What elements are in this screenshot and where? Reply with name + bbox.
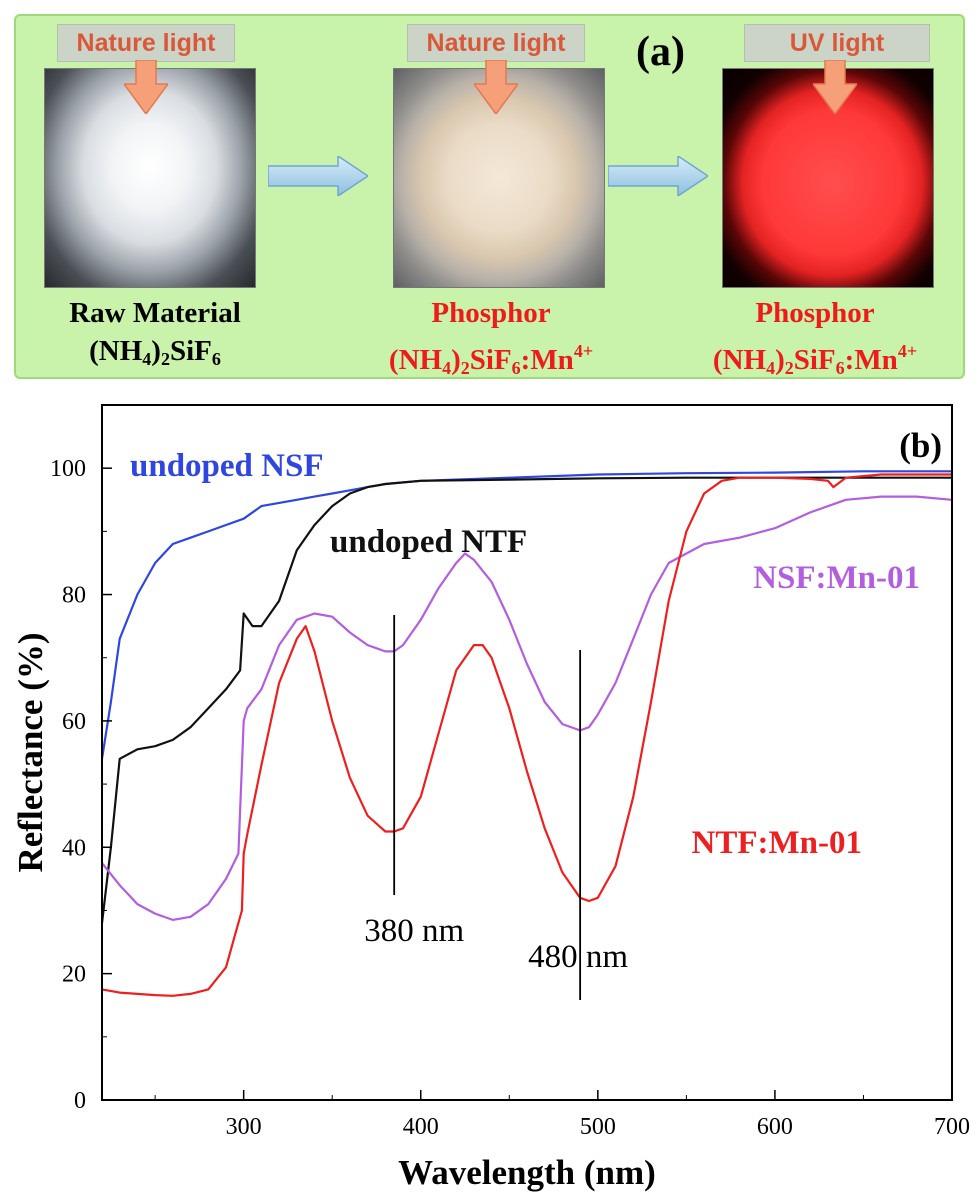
- formula: (NH4)2SiF6:Mn4+: [712, 341, 918, 378]
- series-label-0: undoped NSF: [130, 448, 324, 484]
- reflectance-chart: 300 400 500 600 700 0 20 40 60 80 100 undoped NSF un…: [11, 404, 970, 1192]
- annotation-label: 480 nm: [528, 939, 628, 975]
- x-axis-title: Wavelength (nm): [398, 1153, 656, 1192]
- panel-b-label: (b): [899, 426, 942, 465]
- caption-phosphor-uv: Phosphor (NH4)2SiF6:Mn4+: [680, 294, 950, 387]
- series-line-2: [101, 495, 953, 921]
- down-arrow-icon: [124, 60, 168, 114]
- x-tick-label: 400: [403, 1114, 439, 1140]
- formula: (NH4)2SiF6:Mn4+: [388, 341, 594, 378]
- series-line-3: [101, 473, 952, 997]
- plot-frame: [101, 404, 953, 1101]
- y-axis-title: Reflectance (%): [11, 632, 50, 872]
- caption-line: Raw Material: [69, 297, 241, 329]
- down-arrow-icon: [813, 60, 857, 114]
- series-line-0: [100, 470, 952, 759]
- right-arrow-icon: [268, 156, 368, 196]
- x-tick-label: 700: [934, 1114, 970, 1140]
- annotation-label: 380 nm: [364, 913, 464, 949]
- y-tick-label: 80: [62, 583, 86, 609]
- light-label-phosphor: Nature light: [407, 24, 585, 62]
- series-line-1: [100, 476, 952, 924]
- light-label-uv: UV light: [744, 24, 930, 62]
- series-label-1: undoped NTF: [330, 524, 527, 560]
- panel-a-process-illustration: Nature light Nature light UV light (a) R…: [14, 14, 965, 379]
- y-tick-label: 20: [62, 962, 86, 988]
- caption-line: Phosphor: [755, 297, 875, 329]
- down-arrow-icon: [474, 60, 518, 114]
- y-tick-label: 100: [50, 456, 86, 482]
- right-arrow-icon: [608, 156, 708, 196]
- x-tick-label: 300: [226, 1114, 262, 1140]
- y-tick-label: 40: [62, 835, 86, 861]
- series-label-3: NTF:Mn-01: [692, 825, 862, 861]
- y-tick-label: 0: [74, 1088, 86, 1114]
- caption-phosphor: Phosphor (NH4)2SiF6:Mn4+: [356, 294, 626, 387]
- caption-line: Phosphor: [431, 297, 551, 329]
- x-tick-label: 500: [580, 1114, 616, 1140]
- y-tick-label: 60: [62, 709, 86, 735]
- series-label-2: NSF:Mn-01: [753, 560, 920, 596]
- light-label-raw: Nature light: [57, 24, 235, 62]
- formula: (NH4)2SiF6: [89, 335, 221, 369]
- caption-raw-material: Raw Material (NH4)2SiF6: [20, 294, 290, 378]
- x-tick-label: 600: [757, 1114, 793, 1140]
- panel-a-label: (a): [636, 29, 685, 75]
- panel-b-reflectance-chart: 300 400 500 600 700 0 20 40 60 80 100 undoped NSF un…: [0, 395, 980, 1196]
